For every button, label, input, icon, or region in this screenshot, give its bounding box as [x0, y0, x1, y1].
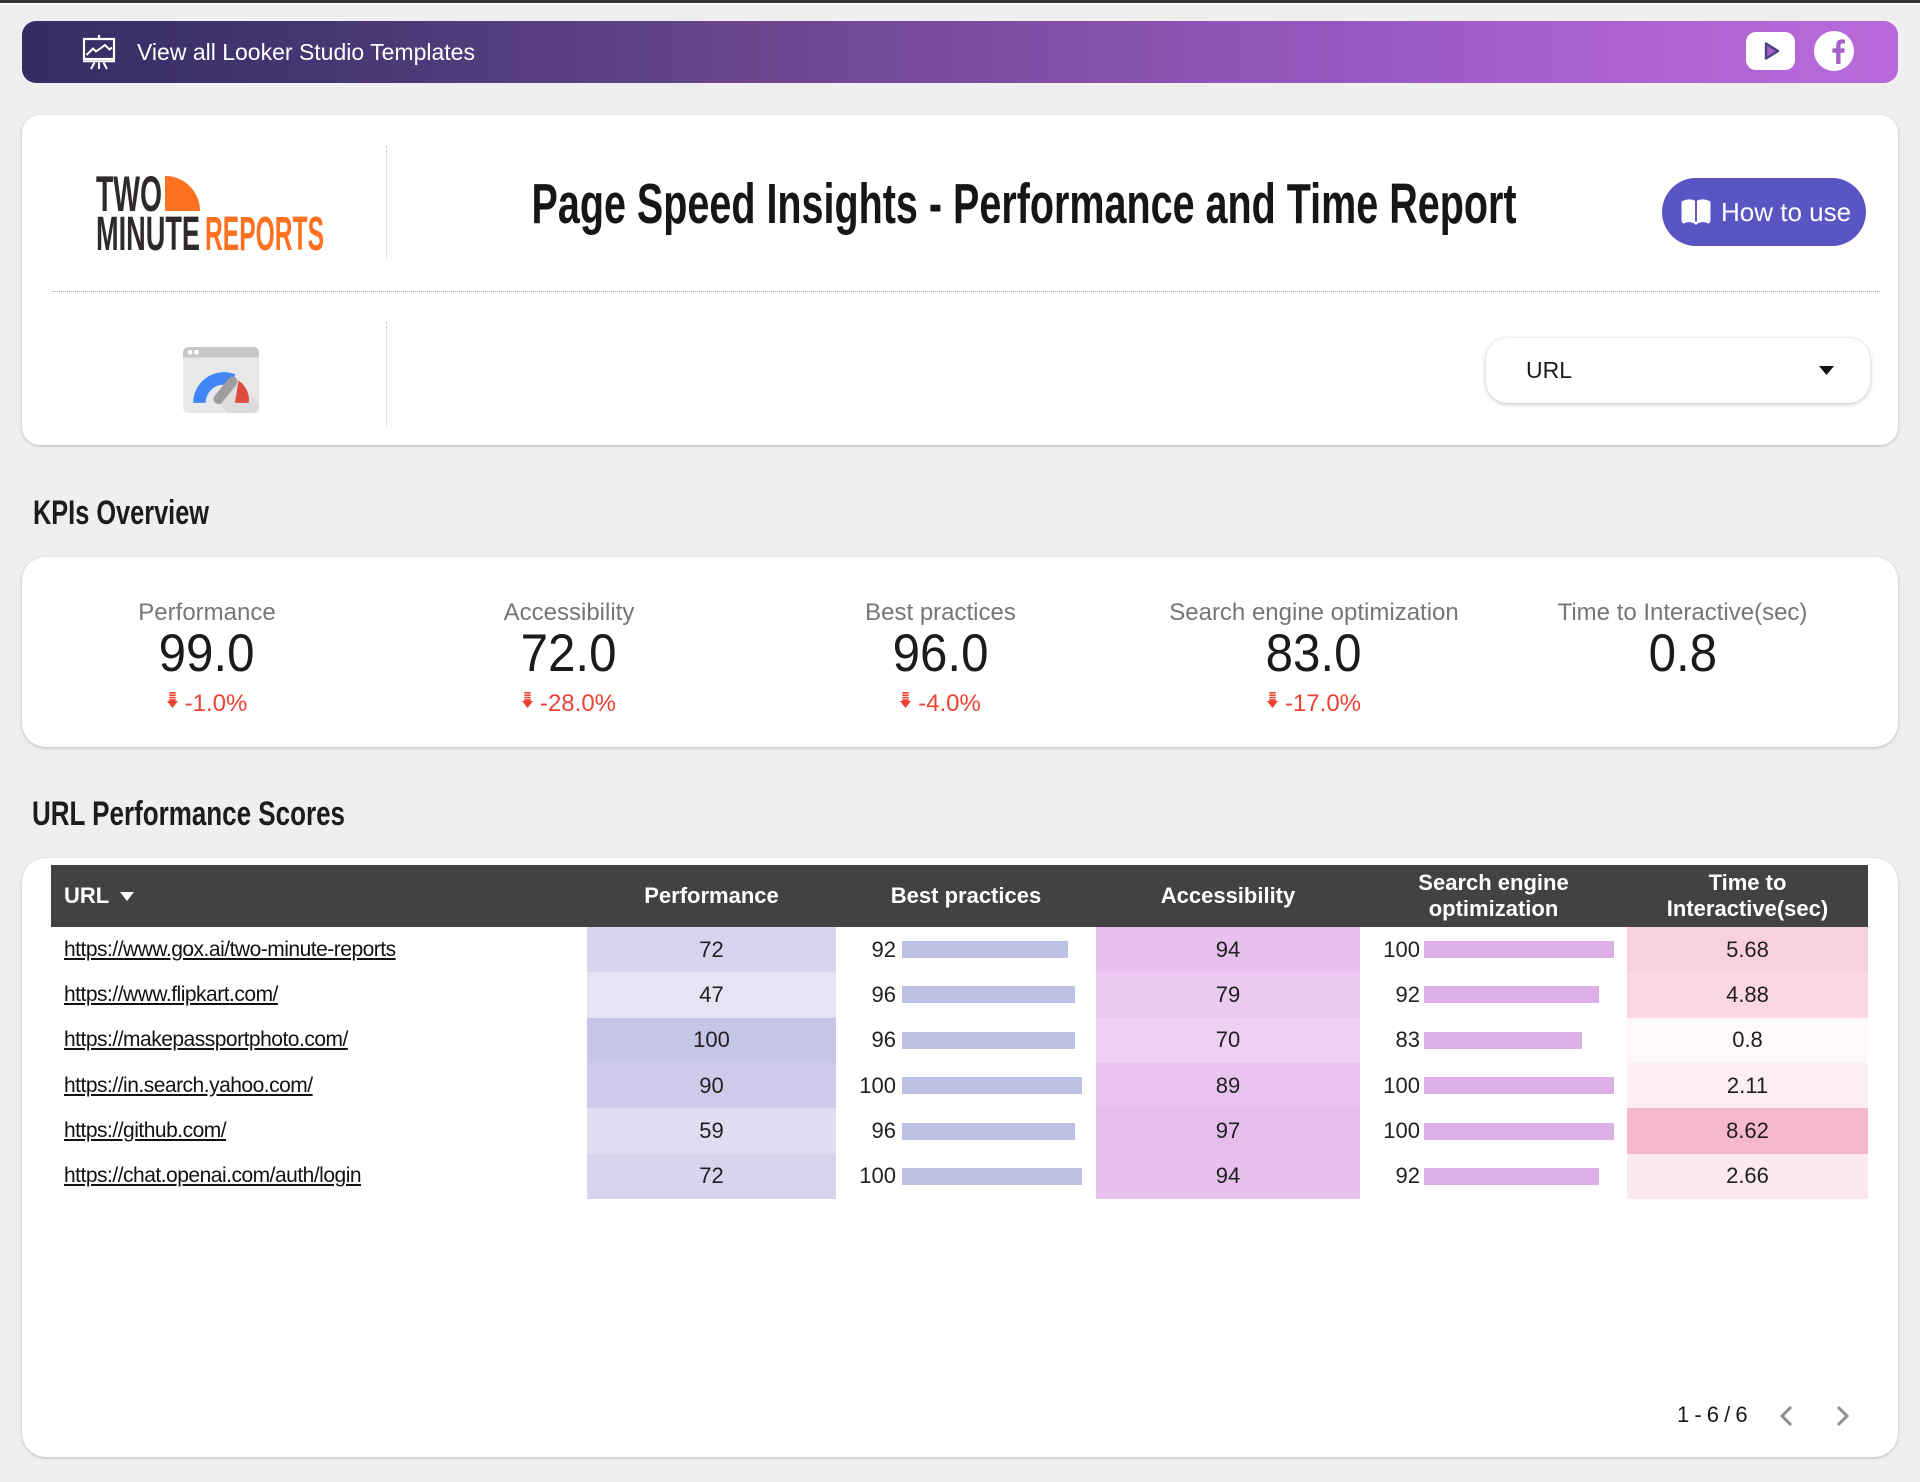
svg-text:KPIs Overview: KPIs Overview	[33, 494, 209, 532]
svg-text:MINUTE: MINUTE	[96, 208, 200, 252]
svg-text:URL Performance Scores: URL Performance Scores	[32, 795, 345, 833]
svg-text:TWO: TWO	[96, 174, 162, 222]
svg-text:REPORTS: REPORTS	[205, 208, 324, 252]
svg-text:Page Speed Insights - Performa: Page Speed Insights - Performance and Ti…	[532, 172, 1517, 236]
